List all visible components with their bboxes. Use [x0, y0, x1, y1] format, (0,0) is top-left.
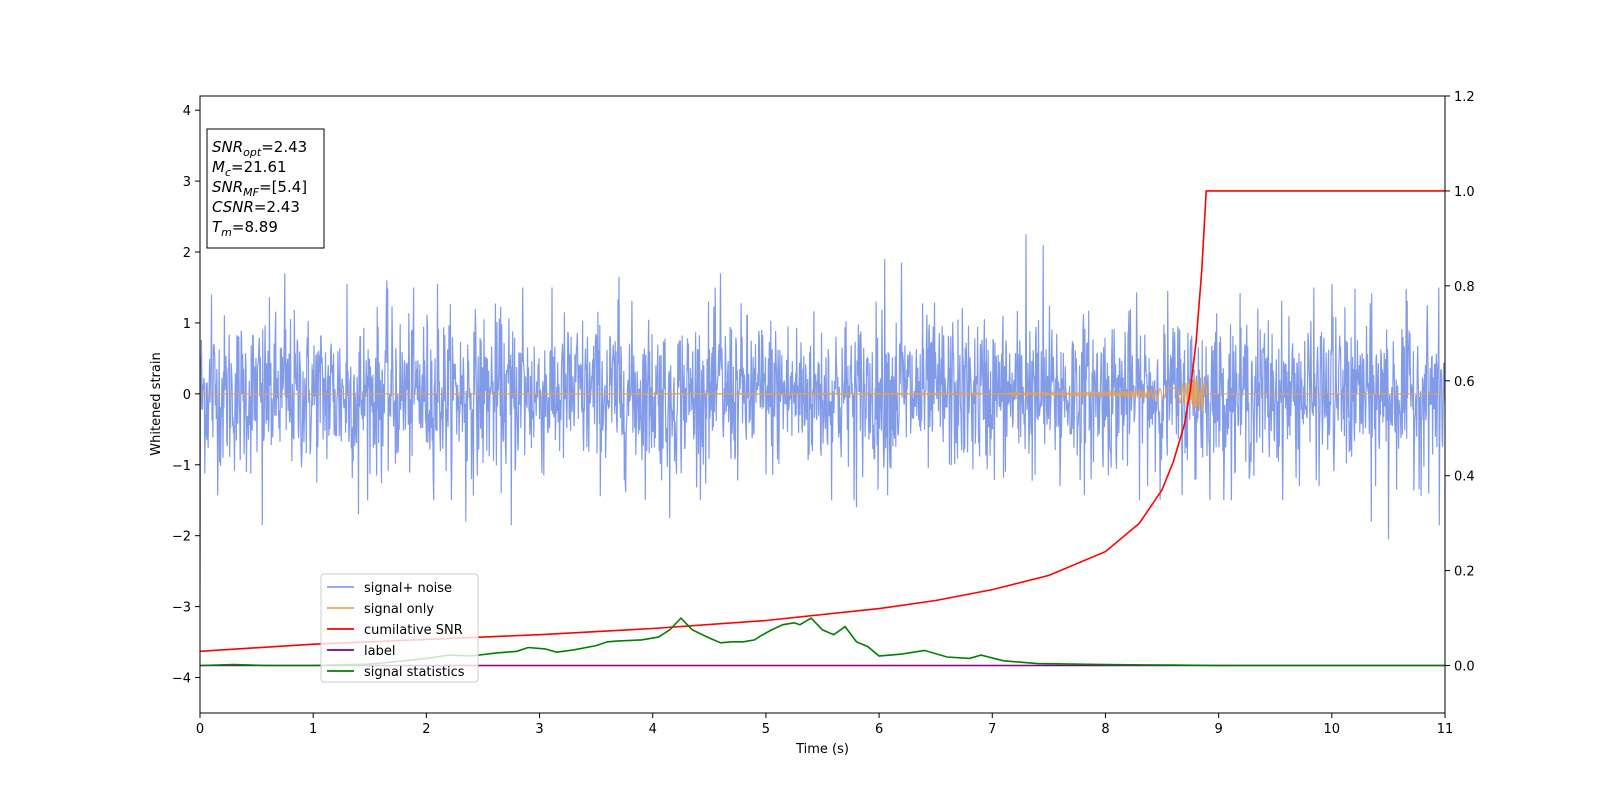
legend-entry: signal+ noise: [364, 581, 452, 596]
x-tick-label: 6: [875, 722, 883, 737]
legend-entry: signal only: [364, 602, 434, 617]
y2-tick-label: 1.2: [1454, 90, 1475, 105]
x-tick-label: 9: [1214, 722, 1222, 737]
x-axis-label: Time (s): [795, 742, 849, 757]
x-tick-label: 3: [535, 722, 543, 737]
annotation-line: CSNR=2.43: [212, 198, 300, 216]
y-tick-label: 1: [183, 317, 191, 332]
y-tick-label: −1: [172, 459, 191, 474]
annotation-line: SNRMF=[5.4]: [212, 178, 307, 199]
x-tick-label: 5: [762, 722, 770, 737]
y-axis-left: −4 −3 −2 −1 0 1 2 3 4: [172, 104, 200, 687]
y-axis-label: Whitened strain: [149, 352, 164, 455]
y-tick-label: 0: [183, 388, 191, 403]
annotation-line: Tm=8.89: [212, 218, 278, 239]
legend-frame: [320, 573, 479, 683]
y-axis-right: 0.0 0.2 0.4 0.6 0.8 1.0 1.2: [1445, 90, 1475, 675]
y-tick-label: 4: [183, 104, 191, 119]
y-tick-label: −4: [172, 672, 191, 687]
series-cumulative-snr: [200, 190, 1445, 653]
y2-tick-label: 1.0: [1454, 185, 1475, 200]
x-tick-label: 2: [422, 722, 430, 737]
legend: signal+ noise signal only cumilative SNR la…: [320, 573, 479, 683]
annotation-frame: [206, 128, 325, 249]
y2-tick-label: 0.2: [1454, 565, 1475, 580]
y2-tick-label: 0.8: [1454, 280, 1475, 295]
y-tick-label: 2: [183, 246, 191, 261]
legend-entry: cumilative SNR: [364, 623, 463, 638]
annotation-line: SNRopt=2.43: [212, 138, 307, 159]
x-tick-label: 10: [1324, 722, 1341, 737]
y-tick-label: −3: [172, 601, 191, 616]
x-tick-label: 1: [309, 722, 317, 737]
x-tick-label: 8: [1101, 722, 1109, 737]
x-tick-label: 0: [196, 722, 204, 737]
x-axis: 0 1 2 3 4 5 6 7 8 9 10 11: [196, 713, 1453, 737]
series-signal-noise: [200, 234, 1445, 586]
series-signal-statistics: [200, 616, 1445, 667]
plot-frame: [199, 95, 1446, 714]
y2-tick-label: 0.6: [1454, 375, 1475, 390]
series-signal-only: [200, 377, 1445, 413]
x-tick-label: 11: [1437, 722, 1454, 737]
y-tick-label: −2: [172, 530, 191, 545]
annotation-line: Mc=21.61: [212, 158, 287, 179]
y2-tick-label: 0.4: [1454, 470, 1475, 485]
x-tick-label: 7: [988, 722, 996, 737]
y2-tick-label: 0.0: [1454, 660, 1475, 675]
legend-entry: label: [364, 644, 395, 659]
y-tick-label: 3: [183, 175, 191, 190]
legend-entry: signal statistics: [364, 665, 465, 680]
x-tick-label: 4: [649, 722, 657, 737]
